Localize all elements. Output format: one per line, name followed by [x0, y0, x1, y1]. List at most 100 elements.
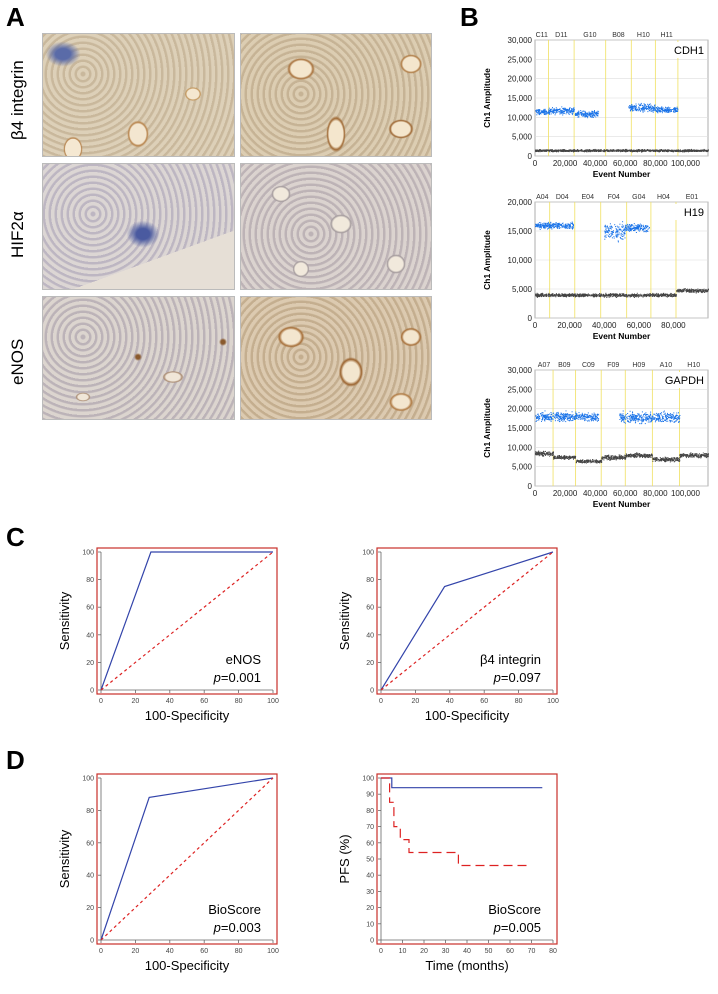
- droplet: [671, 296, 673, 298]
- droplet: [596, 115, 598, 116]
- droplet: [668, 111, 670, 113]
- droplet: [640, 149, 642, 151]
- droplet: [634, 224, 636, 226]
- droplet: [568, 110, 570, 112]
- droplet: [697, 290, 698, 291]
- well-label: F09: [607, 362, 619, 369]
- droplet: [608, 228, 610, 229]
- droplet: [579, 414, 581, 416]
- droplet: [543, 149, 545, 151]
- droplet: [687, 150, 689, 152]
- droplet: [548, 295, 550, 297]
- droplet: [630, 150, 632, 152]
- droplet: [581, 113, 583, 115]
- droplet: [548, 224, 550, 226]
- droplet: [589, 115, 591, 117]
- droplet: [625, 227, 627, 229]
- droplet: [580, 110, 582, 112]
- droplet: [572, 414, 574, 416]
- droplet: [646, 417, 648, 419]
- droplet: [631, 224, 632, 226]
- droplet: [704, 290, 706, 292]
- droplet: [674, 109, 676, 111]
- droplet: [659, 150, 661, 152]
- droplet: [596, 111, 598, 113]
- droplet: [569, 225, 571, 227]
- droplet: [645, 225, 647, 227]
- droplet: [653, 418, 654, 420]
- droplet: [621, 229, 623, 231]
- droplet: [559, 455, 560, 456]
- well-label: E01: [686, 194, 699, 201]
- droplet: [672, 150, 674, 152]
- droplet: [605, 292, 607, 294]
- droplet: [541, 294, 543, 296]
- droplet: [538, 416, 540, 417]
- droplet: [553, 295, 555, 296]
- droplet: [650, 108, 652, 110]
- well-label: H04: [657, 194, 670, 201]
- droplet: [644, 423, 646, 425]
- droplet: [667, 295, 668, 296]
- droplet: [685, 291, 687, 293]
- droplet: [544, 453, 546, 455]
- droplet: [564, 109, 566, 111]
- droplet: [679, 150, 680, 152]
- droplet: [556, 417, 558, 419]
- droplet: [563, 108, 565, 110]
- droplet: [619, 293, 620, 295]
- ihc-image-hif2a-1: [42, 163, 235, 290]
- droplet: [575, 413, 577, 415]
- droplet: [615, 294, 616, 296]
- droplet: [559, 113, 561, 115]
- droplet: [632, 105, 634, 107]
- droplet: [648, 106, 650, 108]
- droplet: [620, 233, 622, 235]
- droplet: [665, 415, 666, 417]
- droplet: [649, 413, 651, 415]
- droplet: [575, 112, 577, 114]
- droplet: [550, 416, 552, 417]
- droplet: [640, 110, 641, 112]
- x-tick-label: 60,000: [627, 321, 652, 330]
- droplet: [560, 227, 562, 229]
- droplet: [646, 420, 647, 422]
- droplet: [586, 150, 588, 152]
- droplet: [541, 224, 543, 226]
- droplet: [536, 420, 538, 421]
- droplet: [547, 111, 549, 113]
- droplet: [570, 414, 572, 416]
- droplet: [607, 231, 609, 233]
- droplet: [567, 294, 569, 296]
- droplet: [616, 293, 618, 295]
- droplet: [620, 418, 622, 420]
- droplet: [635, 415, 637, 416]
- droplet: [666, 109, 668, 111]
- droplet: [608, 236, 610, 237]
- droplet: [607, 150, 609, 152]
- droplet: [695, 289, 697, 290]
- droplet: [596, 295, 598, 297]
- droplet: [622, 221, 624, 223]
- droplet: [546, 453, 548, 455]
- droplet: [565, 421, 567, 423]
- droplet: [559, 295, 561, 297]
- droplet: [679, 289, 681, 291]
- droplet: [557, 295, 559, 297]
- droplet: [612, 231, 614, 233]
- droplet: [642, 149, 644, 151]
- series-positive: [535, 221, 650, 243]
- droplet: [637, 413, 639, 415]
- droplet: [540, 112, 542, 114]
- droplet: [563, 224, 565, 226]
- droplet: [586, 149, 588, 151]
- droplet: [623, 228, 625, 230]
- droplet: [538, 450, 540, 452]
- droplet: [575, 456, 577, 457]
- droplet: [564, 227, 566, 229]
- droplet: [558, 223, 560, 225]
- droplet: [679, 149, 681, 151]
- droplet: [648, 107, 650, 109]
- droplet: [616, 225, 618, 227]
- droplet: [648, 416, 650, 417]
